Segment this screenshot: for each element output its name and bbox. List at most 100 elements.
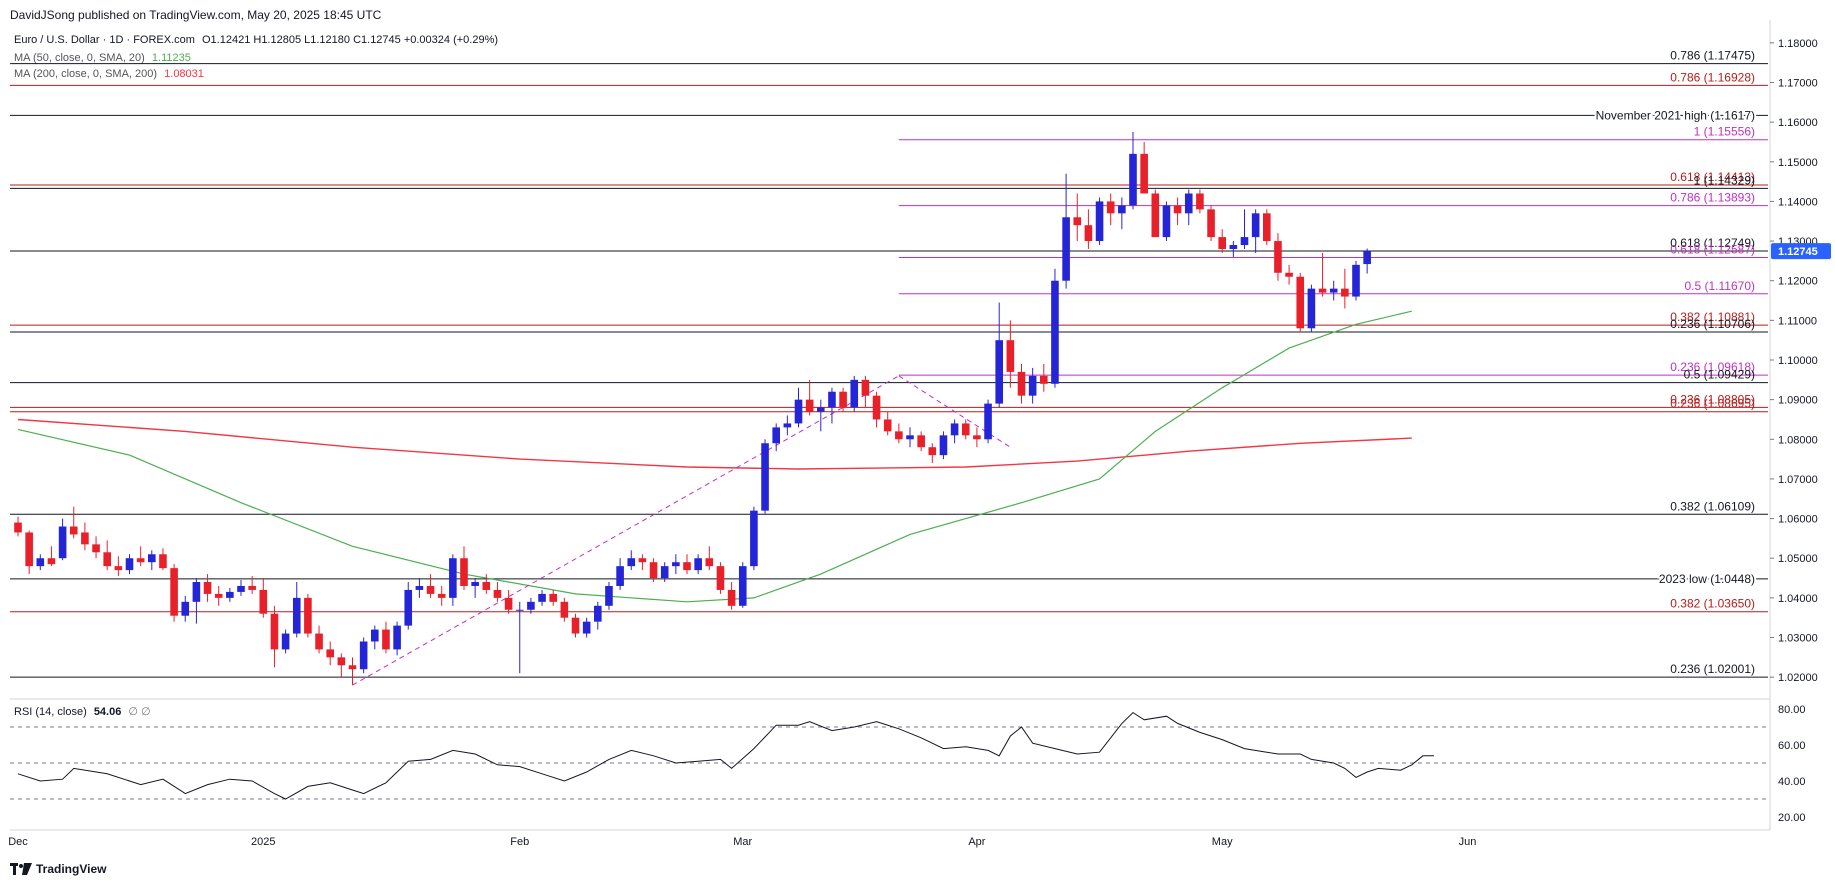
time-tick-label: Feb xyxy=(510,836,529,848)
candle-body xyxy=(304,597,312,634)
price-axis[interactable]: 1.180001.170001.160001.150001.140001.130… xyxy=(10,20,1831,831)
candle-body xyxy=(237,585,245,592)
candle-body xyxy=(1285,272,1293,277)
candle-body xyxy=(214,593,223,598)
candle-body xyxy=(582,621,591,634)
candle-body xyxy=(527,601,535,610)
price-tick-label: 1.02000 xyxy=(1778,672,1818,684)
candle-body xyxy=(393,625,401,650)
candle-body xyxy=(1352,264,1360,297)
level-label: 0.786 (1.13893) xyxy=(1670,191,1755,205)
candle-body xyxy=(761,443,769,511)
ma50-value: 1.11235 xyxy=(151,52,191,64)
candle-body xyxy=(1073,217,1082,226)
candle-body xyxy=(538,593,546,602)
candle-body xyxy=(1229,245,1238,249)
candle-body xyxy=(794,399,803,424)
candle-body xyxy=(159,554,167,569)
time-tick-label: Apr xyxy=(968,836,985,848)
candle-body xyxy=(270,613,279,650)
candle-body xyxy=(203,582,212,594)
candle-body xyxy=(1062,217,1070,281)
candle-body xyxy=(738,566,747,606)
candle-body xyxy=(683,562,691,571)
rsi-tick-label: 60.00 xyxy=(1778,740,1806,752)
candle-body xyxy=(170,568,178,616)
price-tick-label: 1.05000 xyxy=(1778,553,1818,565)
price-tick-label: 1.15000 xyxy=(1778,157,1818,169)
candle-body xyxy=(371,629,379,642)
ma200-legend[interactable]: MA (200, close, 0, SMA, 200) 1.08031 xyxy=(14,68,204,80)
rsi-line xyxy=(17,711,1435,800)
candle-body xyxy=(69,526,78,535)
level-label: 0.382 (1.10881) xyxy=(1670,310,1755,324)
candle-body xyxy=(1006,340,1015,372)
candle-body xyxy=(828,391,836,408)
rsi-tick-label: 40.00 xyxy=(1778,776,1806,788)
candle-body xyxy=(817,407,825,412)
candle-body xyxy=(136,558,145,563)
ma50-legend[interactable]: MA (50, close, 0, SMA, 20) 1.11235 xyxy=(14,52,191,64)
tradingview-brand: TradingView xyxy=(36,862,107,876)
candle-body xyxy=(660,566,669,579)
symbol-name[interactable]: Euro / U.S. Dollar · 1D · FOREX.com xyxy=(14,34,195,46)
candle-body xyxy=(315,633,323,650)
candle-body xyxy=(426,585,435,594)
candle-body xyxy=(326,649,334,658)
candle-body xyxy=(850,379,859,408)
candle-body xyxy=(482,582,491,590)
rsi-pane[interactable]: 80.00 60.00 40.00 20.00 xyxy=(10,704,1806,824)
price-tick-label: 1.14000 xyxy=(1778,196,1818,208)
ma200-line xyxy=(17,418,1412,470)
last-price-badge[interactable] xyxy=(1771,243,1831,260)
candle-body xyxy=(839,391,847,408)
price-tick-label: 1.04000 xyxy=(1778,593,1818,605)
candle-body xyxy=(47,558,56,565)
candle-body xyxy=(460,558,468,586)
level-label: 0.5 (1.11670) xyxy=(1685,279,1756,293)
rsi-extra: ∅ ∅ xyxy=(128,706,151,718)
dashed-trendline xyxy=(352,375,900,686)
footer[interactable]: TradingView xyxy=(10,862,106,876)
candle-body xyxy=(1307,288,1316,329)
candle-body xyxy=(504,597,513,610)
candle-body xyxy=(1218,237,1226,249)
candle-body xyxy=(928,447,937,456)
price-tick-label: 1.12000 xyxy=(1778,276,1818,288)
candle-body xyxy=(515,609,524,611)
candle-body xyxy=(906,435,914,440)
level-label: 0.618 (1.14413) xyxy=(1670,170,1755,184)
candle-body xyxy=(437,593,446,598)
level-label: 1 (1.15556) xyxy=(1694,125,1755,139)
level-label: 0.786 (1.17475) xyxy=(1670,49,1755,63)
level-label: 0.236 (1.09618) xyxy=(1670,360,1755,374)
candle-body xyxy=(248,585,256,590)
rsi-legend[interactable]: RSI (14, close) 54.06 ∅ ∅ xyxy=(14,705,151,718)
candle-body xyxy=(783,423,792,428)
candle-body xyxy=(961,423,970,436)
publisher-line: DavidJSong published on TradingView.com,… xyxy=(10,8,382,22)
candlesticks xyxy=(14,132,1371,686)
trend-lines xyxy=(352,375,1011,686)
candle-body xyxy=(1084,225,1093,242)
candle-body xyxy=(872,395,881,420)
candle-body xyxy=(973,435,981,440)
symbol-legend: Euro / U.S. Dollar · 1D · FOREX.com O1.1… xyxy=(14,34,498,46)
candle-body xyxy=(92,544,100,553)
time-tick-label: Dec xyxy=(8,836,28,848)
candle-body xyxy=(627,558,636,567)
time-axis[interactable]: Dec 2025 Feb Mar Apr May Jun xyxy=(8,836,1476,848)
level-label: 0.5 (1.09429) xyxy=(1684,368,1755,382)
level-label: November 2021 high (1.1617) xyxy=(1596,108,1755,122)
candle-body xyxy=(917,435,925,448)
candle-body xyxy=(493,589,502,598)
candle-body xyxy=(348,665,357,670)
price-tick-label: 1.03000 xyxy=(1778,633,1818,645)
candle-body xyxy=(226,591,234,598)
candle-body xyxy=(984,403,992,440)
candle-body xyxy=(1118,205,1126,214)
candle-body xyxy=(1341,288,1349,297)
rsi-tick-label: 20.00 xyxy=(1778,812,1806,824)
candle-body xyxy=(404,589,413,626)
